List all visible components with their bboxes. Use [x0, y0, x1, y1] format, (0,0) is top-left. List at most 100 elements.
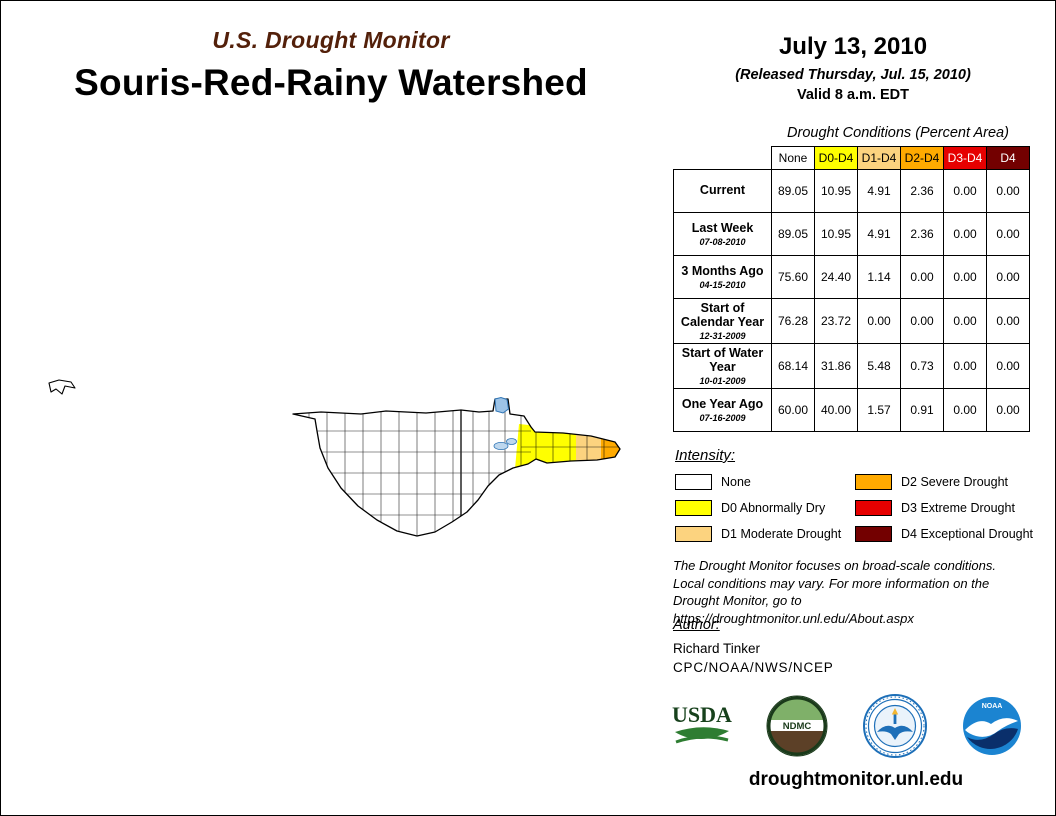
disclaimer-line: Local conditions may vary. For more info… — [673, 575, 990, 591]
drought-conditions-panel: Drought Conditions (Percent Area) None D… — [673, 125, 1035, 433]
legend-swatch-d3 — [855, 500, 892, 516]
table-row: Start of Calendar Year 12-31-2009 76.28 … — [673, 297, 1030, 345]
value-cell: 89.05 — [771, 169, 815, 213]
col-header-d4: D4 — [986, 146, 1030, 170]
row-header: Start of Calendar Year 12-31-2009 — [673, 297, 772, 345]
red-lake-upper — [506, 438, 517, 445]
value-cell: 0.00 — [943, 343, 987, 390]
table-row: Start of Water Year 10-01-2009 68.14 31.… — [673, 343, 1030, 390]
row-label: Start of Calendar Year — [680, 301, 765, 330]
usda-logo: USDA — [672, 702, 732, 744]
region-title: Souris-Red-Rainy Watershed — [74, 62, 588, 103]
value-cell: 0.00 — [986, 343, 1030, 390]
legend-label: D3 Extreme Drought — [901, 501, 1015, 515]
legend-label: D1 Moderate Drought — [721, 527, 842, 541]
row-date: 07-08-2010 — [699, 236, 746, 247]
release-date: (Released Thursday, Jul. 15, 2010) — [735, 67, 971, 83]
row-label: Current — [699, 183, 746, 198]
noaa-logo-text: NOAA — [982, 703, 1003, 710]
row-header: Last Week 07-08-2010 — [673, 212, 772, 256]
row-header: One Year Ago 07-16-2009 — [673, 388, 772, 433]
value-cell: 0.00 — [943, 297, 987, 345]
value-cell: 0.91 — [900, 388, 944, 433]
legend: Intensity: None D0 Abnormally Dry D1 Mod… — [675, 447, 1041, 551]
value-cell: 0.00 — [986, 297, 1030, 345]
value-cell: 2.36 — [900, 212, 944, 256]
row-label: One Year Ago — [681, 397, 764, 412]
d1-area — [576, 430, 601, 465]
lake-of-the-woods — [494, 396, 510, 414]
value-cell: 1.14 — [857, 255, 901, 299]
col-header-none: None — [771, 146, 815, 170]
legend-label: D2 Severe Drought — [901, 475, 1009, 489]
legend-item: D2 Severe Drought — [855, 473, 1041, 491]
row-date: 04-15-2010 — [699, 279, 746, 290]
noaa-logo: NOAA — [962, 697, 1021, 755]
legend-label: None — [721, 475, 751, 489]
legend-swatch-d1 — [675, 526, 712, 542]
row-date: 10-01-2009 — [699, 375, 746, 386]
value-cell: 0.00 — [943, 212, 987, 256]
legend-label: D4 Exceptional Drought — [901, 527, 1034, 541]
col-header-d2d4: D2-D4 — [900, 146, 944, 170]
col-header-d1d4: D1-D4 — [857, 146, 901, 170]
agency-logos: USDA NDMC NOAA — [671, 691, 1023, 761]
value-cell: 68.14 — [771, 343, 815, 390]
table-title: Drought Conditions (Percent Area) — [787, 125, 1009, 141]
value-cell: 0.00 — [986, 212, 1030, 256]
legend-swatch-d0 — [675, 500, 712, 516]
value-cell: 10.95 — [814, 212, 858, 256]
value-cell: 0.73 — [900, 343, 944, 390]
table-row: Current 89.05 10.95 4.91 2.36 0.00 0.00 — [673, 169, 1030, 213]
red-lake-lower — [493, 442, 509, 451]
value-cell: 24.40 — [814, 255, 858, 299]
disclaimer-text: The Drought Monitor focuses on broad-sca… — [673, 557, 1043, 627]
header-left: U.S. Drought Monitor Souris-Red-Rainy Wa… — [1, 27, 661, 104]
author-org: CPC/NOAA/NWS/NCEP — [673, 660, 834, 675]
value-cell: 0.00 — [900, 297, 944, 345]
value-cell: 0.00 — [943, 255, 987, 299]
value-cell: 76.28 — [771, 297, 815, 345]
value-cell: 1.57 — [857, 388, 901, 433]
row-header: Current — [673, 169, 772, 213]
watershed-map — [48, 379, 621, 537]
program-title: U.S. Drought Monitor — [212, 27, 450, 53]
value-cell: 0.00 — [857, 297, 901, 345]
legend-item: D4 Exceptional Drought — [855, 525, 1041, 543]
footer-url: droughtmonitor.unl.edu — [748, 769, 964, 790]
value-cell: 2.36 — [900, 169, 944, 213]
valid-time: Valid 8 a.m. EDT — [796, 87, 909, 103]
col-header-d0d4: D0-D4 — [814, 146, 858, 170]
value-cell: 23.72 — [814, 297, 858, 345]
value-cell: 4.91 — [857, 212, 901, 256]
ndmc-logo: NDMC — [766, 695, 828, 757]
value-cell: 89.05 — [771, 212, 815, 256]
disclaimer-line: Drought Monitor, go to https://droughtmo… — [673, 593, 914, 626]
disclaimer-line: The Drought Monitor focuses on broad-sca… — [673, 558, 997, 573]
detached-basin-fragment — [48, 379, 76, 395]
legend-swatch-d2 — [855, 474, 892, 490]
watershed-fill — [293, 399, 620, 536]
table-row: Last Week 07-08-2010 89.05 10.95 4.91 2.… — [673, 212, 1030, 256]
drought-conditions-table: None D0-D4 D1-D4 D2-D4 D3-D4 D4 Current … — [673, 146, 1030, 433]
value-cell: 5.48 — [857, 343, 901, 390]
header-right: July 13, 2010 (Released Thursday, Jul. 1… — [673, 33, 1033, 103]
table-row: 3 Months Ago 04-15-2010 75.60 24.40 1.14… — [673, 255, 1030, 299]
row-date: 07-16-2009 — [699, 412, 746, 423]
author-block: Author: Richard Tinker CPC/NOAA/NWS/NCEP — [673, 617, 834, 675]
author-name: Richard Tinker — [673, 641, 761, 656]
usda-logo-text: USDA — [672, 702, 732, 727]
legend-item: D1 Moderate Drought — [675, 525, 855, 543]
value-cell: 60.00 — [771, 388, 815, 433]
row-label: Last Week — [691, 221, 754, 236]
row-label: 3 Months Ago — [681, 264, 764, 279]
legend-swatch-d4 — [855, 526, 892, 542]
value-cell: 0.00 — [986, 169, 1030, 213]
row-header: 3 Months Ago 04-15-2010 — [673, 255, 772, 299]
map-date: July 13, 2010 — [778, 33, 928, 60]
author-title: Author: — [673, 617, 720, 633]
row-header: Start of Water Year 10-01-2009 — [673, 343, 772, 390]
d0-area — [515, 424, 576, 469]
value-cell: 40.00 — [814, 388, 858, 433]
